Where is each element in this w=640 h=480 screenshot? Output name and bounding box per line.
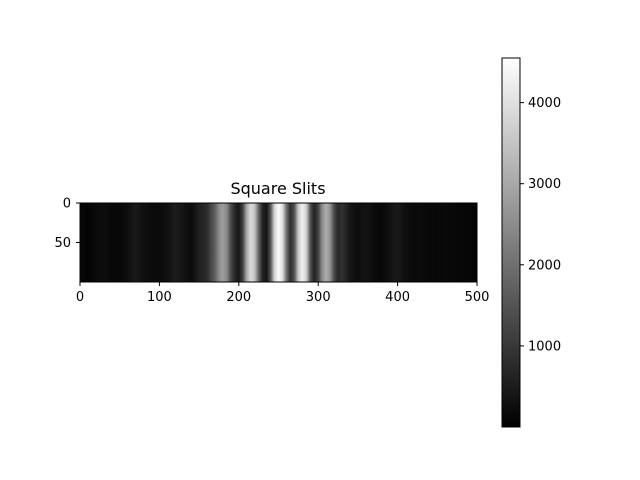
colorbar: 1000 2000 3000 4000 (501, 57, 561, 428)
colorbar-tick-label: 1000 (528, 339, 561, 354)
colorbar-gradient-rect (502, 58, 520, 427)
colorbar-tick-label: 4000 (528, 96, 561, 111)
x-tick-label: 100 (147, 290, 172, 305)
x-tick-label: 400 (385, 290, 410, 305)
colorbar-frame (501, 57, 521, 428)
x-tick-label: 300 (306, 290, 331, 305)
image-strip (80, 203, 477, 282)
x-tick-label: 500 (465, 290, 490, 305)
colorbar-tick-label: 2000 (528, 258, 561, 273)
colorbar-axis: 1000 2000 3000 4000 (520, 96, 561, 354)
y-tick-label: 0 (63, 197, 71, 212)
image-plot: 0 100 200 300 400 500 0 50 (54, 197, 489, 306)
x-tick-label: 200 (226, 290, 251, 305)
x-axis: 0 100 200 300 400 500 (76, 282, 490, 305)
colorbar-tick-label: 3000 (528, 177, 561, 192)
y-axis: 0 50 (54, 197, 80, 251)
chart-title: Square Slits (230, 179, 325, 198)
y-tick-label: 50 (54, 236, 71, 251)
x-tick-label: 0 (76, 290, 84, 305)
